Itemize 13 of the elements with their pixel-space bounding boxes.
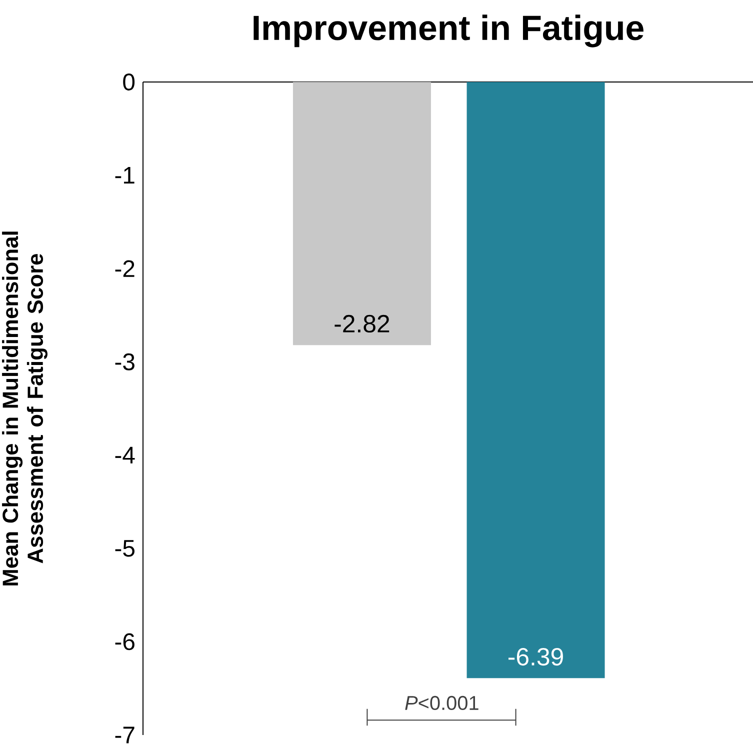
y-tick-label: -5 bbox=[115, 540, 134, 557]
y-tick-label: 0 bbox=[123, 74, 135, 90]
y-tick-label: -4 bbox=[115, 446, 135, 464]
y-tick-label: -3 bbox=[115, 353, 134, 370]
y-tick-label: -7 bbox=[115, 726, 134, 744]
annotation: P<0.001 bbox=[405, 696, 478, 710]
y-tick-label: -1 bbox=[115, 167, 134, 184]
data-label: -6.39 bbox=[508, 648, 563, 666]
y-tick-label: -2 bbox=[115, 260, 134, 277]
y-axis-title: Mean Change in Multidimensional Assessment of Fatigue Score bbox=[2, 232, 48, 586]
y-tick-label: -6 bbox=[115, 633, 134, 650]
data-label: -2.82 bbox=[334, 314, 390, 333]
chart-title: Improvement in Fatigue bbox=[254, 14, 644, 48]
